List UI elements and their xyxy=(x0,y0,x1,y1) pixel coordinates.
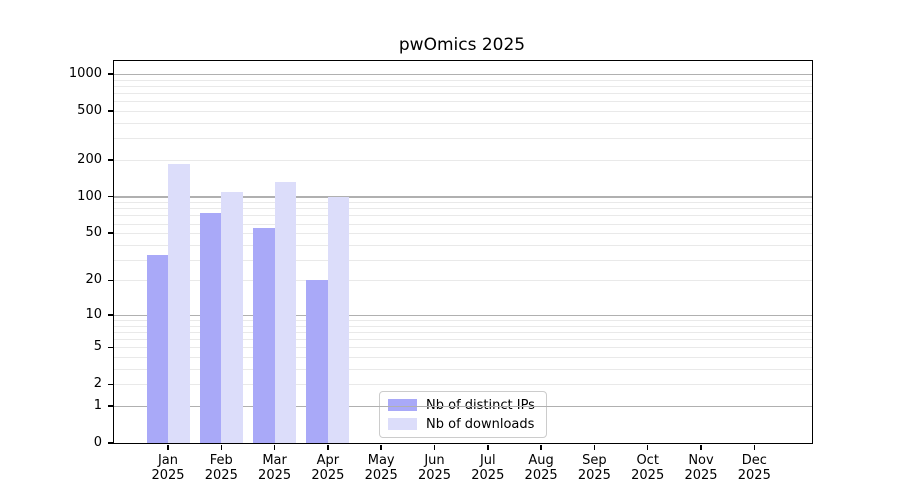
legend-label: Nb of distinct IPs xyxy=(426,397,535,413)
gridline-minor xyxy=(114,159,812,161)
legend-item: Nb of distinct IPs xyxy=(388,398,538,413)
y-axis-tick-label: 100 xyxy=(77,188,102,204)
bar-nb-of-downloads-mar-2025 xyxy=(274,181,297,443)
gridline-minor xyxy=(114,101,812,103)
bar-nb-of-downloads-feb-2025 xyxy=(221,191,243,443)
x-axis-tick xyxy=(273,444,276,450)
gridline-minor xyxy=(114,123,812,125)
x-axis-tick xyxy=(487,444,489,450)
x-axis-tick-label: Apr 2025 xyxy=(311,453,345,483)
y-axis-tick xyxy=(107,159,113,161)
gridline-minor xyxy=(114,208,812,210)
y-axis-tick-label: 2 xyxy=(93,376,102,392)
x-axis-tick xyxy=(646,444,649,450)
y-axis-tick xyxy=(107,383,113,386)
x-axis-tick xyxy=(700,444,702,450)
gridline-major xyxy=(114,196,812,198)
y-axis-tick-label: 1 xyxy=(93,398,102,413)
y-axis-tick xyxy=(107,195,113,198)
x-axis-tick-label: Mar 2025 xyxy=(258,453,292,483)
y-axis-tick-label: 0 xyxy=(93,435,102,450)
y-axis-tick-label: 20 xyxy=(85,272,102,288)
y-axis-tick-label: 1000 xyxy=(68,66,102,82)
x-axis-tick xyxy=(220,444,223,450)
y-axis-tick xyxy=(107,279,113,282)
gridline-minor xyxy=(114,111,812,113)
x-axis-tick xyxy=(540,444,542,450)
x-axis-tick-label: Feb 2025 xyxy=(204,453,238,483)
y-axis-tick xyxy=(107,73,113,75)
bar-nb-of-distinct-ips-jan-2025 xyxy=(146,254,168,443)
gridline-minor xyxy=(114,79,812,81)
gridline-minor xyxy=(114,202,812,204)
gridline-minor xyxy=(114,138,812,140)
legend-swatch xyxy=(388,399,417,411)
x-axis-tick xyxy=(753,444,756,450)
y-axis-tick xyxy=(107,442,113,444)
legend-swatch xyxy=(388,418,417,430)
legend-item: Nb of downloads xyxy=(388,417,538,432)
x-axis-tick-label: Jun 2025 xyxy=(417,453,452,483)
y-axis-tick-label: 50 xyxy=(85,225,102,241)
gridline-minor xyxy=(114,86,812,88)
y-axis-tick-label: 10 xyxy=(85,307,102,322)
y-axis-tick xyxy=(107,232,113,234)
x-axis-tick xyxy=(593,444,596,450)
x-axis-tick xyxy=(327,444,329,450)
y-axis-tick-label: 200 xyxy=(77,151,102,167)
x-axis-tick xyxy=(167,444,169,450)
y-axis-tick xyxy=(107,405,113,407)
legend: Nb of distinct IPs Nb of downloads xyxy=(379,391,547,438)
x-axis-tick-label: Aug 2025 xyxy=(524,453,558,483)
plot-area: Nb of distinct IPs Nb of downloads 0 1 2 5 10… xyxy=(69,60,813,483)
gridline-major xyxy=(114,73,812,76)
bar-nb-of-distinct-ips-mar-2025 xyxy=(253,228,275,443)
bar-nb-of-distinct-ips-feb-2025 xyxy=(199,213,222,443)
gridline-minor xyxy=(114,93,812,95)
legend-label: Nb of downloads xyxy=(426,416,535,432)
y-axis-tick-label: 5 xyxy=(93,339,102,355)
bar-nb-of-downloads-apr-2025 xyxy=(327,196,350,443)
bar-nb-of-distinct-ips-apr-2025 xyxy=(306,280,328,443)
x-axis-tick-label: Nov 2025 xyxy=(684,453,718,483)
x-axis-tick xyxy=(433,444,436,450)
x-axis-tick-label: Sep 2025 xyxy=(577,453,611,483)
x-axis-tick-label: Oct 2025 xyxy=(631,453,665,483)
y-axis-tick xyxy=(107,110,113,112)
y-axis-tick xyxy=(107,346,113,349)
bar-nb-of-downloads-jan-2025 xyxy=(168,164,190,443)
x-axis-tick-label: May 2025 xyxy=(364,453,398,483)
chart-title: pwOmics 2025 xyxy=(398,35,526,55)
y-axis-tick-label: 500 xyxy=(77,103,102,119)
x-axis-tick-label: Jul 2025 xyxy=(471,453,505,483)
x-axis-tick xyxy=(380,444,382,450)
y-axis-tick xyxy=(107,314,113,316)
x-axis-tick-label: Dec 2025 xyxy=(737,453,771,483)
x-axis-tick-label: Jan 2025 xyxy=(151,453,185,483)
